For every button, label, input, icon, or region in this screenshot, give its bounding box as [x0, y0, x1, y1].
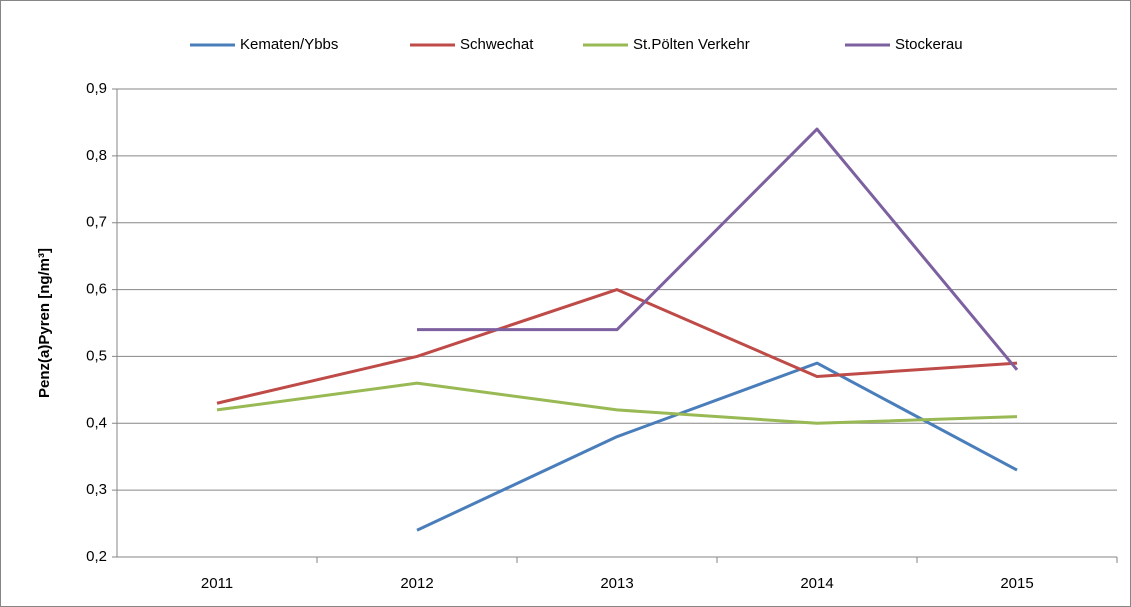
legend-label: Schwechat — [460, 36, 534, 53]
y-tick-label: 0,8 — [86, 147, 107, 164]
y-axis-label: Penz(a)Pyren [ng/m³] — [36, 248, 53, 398]
series-line — [417, 127, 1019, 371]
y-tick-label: 0,2 — [86, 548, 107, 565]
x-tick-label: 2011 — [201, 575, 233, 592]
x-tick-label: 2013 — [600, 575, 633, 592]
legend-label: Kematen/Ybbs — [240, 36, 338, 53]
legend-label: Stockerau — [895, 36, 963, 53]
series-line — [216, 381, 1018, 425]
y-tick-label: 0,5 — [86, 347, 107, 364]
x-tick-label: 2012 — [400, 575, 433, 592]
y-tick-label: 0,3 — [86, 481, 107, 498]
y-tick-label: 0,6 — [86, 281, 107, 298]
series-line — [216, 288, 1018, 405]
y-tick-label: 0,4 — [86, 414, 107, 431]
y-tick-label: 0,9 — [86, 80, 107, 97]
x-tick-label: 2015 — [1000, 575, 1033, 592]
series-line — [416, 361, 1018, 532]
y-tick-label: 0,7 — [86, 214, 107, 231]
legend-label: St.Pölten Verkehr — [633, 36, 750, 53]
x-tick-label: 2014 — [800, 575, 833, 592]
